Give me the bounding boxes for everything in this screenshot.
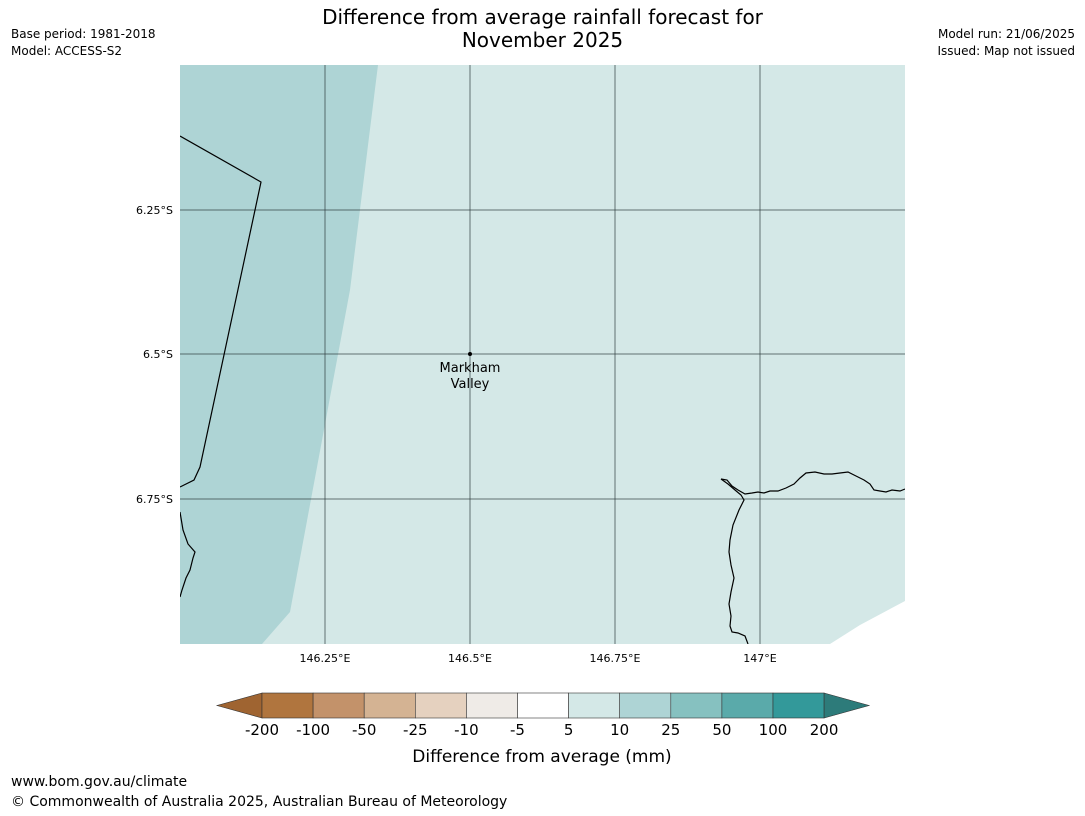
base-period-text: Base period: 1981-2018 xyxy=(11,27,156,41)
colorbar-tick-label: 50 xyxy=(712,721,731,739)
colorbar-tick-label: -10 xyxy=(454,721,479,739)
graticule xyxy=(180,65,905,644)
colorbar-segment xyxy=(517,692,569,719)
colorbar-tick-label: 10 xyxy=(610,721,629,739)
model-run-text: Model run: 21/06/2025 xyxy=(937,27,1075,41)
colorbar-tick-label: 200 xyxy=(810,721,839,739)
boundaries xyxy=(180,135,905,644)
lat-label-6-5s: 6.5°S xyxy=(143,348,173,361)
colorbar xyxy=(215,692,871,719)
model-text: Model: ACCESS-S2 xyxy=(11,44,123,58)
colorbar-tick-label: 100 xyxy=(759,721,788,739)
lat-label-6-25s: 6.25°S xyxy=(136,204,173,217)
lat-labels: 6.25°S 6.5°S 6.75°S xyxy=(136,204,173,506)
place-label-line1: Markham xyxy=(440,361,501,376)
colorbar-ticks: -200 -100 -50 -25 -10 -5 5 10 25 50 100 200 xyxy=(245,721,838,739)
lon-label-146-5e: 146.5°E xyxy=(448,652,492,665)
river-east xyxy=(720,478,749,644)
colorbar-extend-low xyxy=(215,692,263,719)
place-label-line2: Valley xyxy=(451,377,490,392)
colorbar-segment xyxy=(261,692,314,719)
colorbar-label: Difference from average (mm) xyxy=(412,747,671,767)
zone-below-5 xyxy=(830,601,905,644)
colorbar-segment xyxy=(721,692,774,719)
colorbar-tick-label: -25 xyxy=(403,721,428,739)
colorbar-tick-label: -5 xyxy=(510,721,525,739)
footer-copyright: © Commonwealth of Australia 2025, Austra… xyxy=(11,794,508,810)
lat-label-6-75s: 6.75°S xyxy=(136,493,173,506)
colorbar-segment xyxy=(619,692,672,719)
colorbar-tick-label: -50 xyxy=(352,721,377,739)
lon-label-146-75e: 146.75°E xyxy=(590,652,641,665)
map-title: Difference from average rainfall forecas… xyxy=(0,6,1085,52)
colorbar-segment xyxy=(312,692,365,719)
issued-text: Issued: Map not issued xyxy=(937,44,1075,58)
lon-label-147e: 147°E xyxy=(743,652,776,665)
colorbar-segment xyxy=(363,692,416,719)
colorbar-segment xyxy=(568,692,620,719)
colorbar-segment xyxy=(670,692,723,719)
colorbar-segment xyxy=(466,692,518,719)
lon-labels: 146.25°E 146.5°E 146.75°E 147°E xyxy=(300,652,777,665)
colorbar-segment xyxy=(772,692,825,719)
provincial-border xyxy=(180,135,262,488)
colorbar-tick-label: 5 xyxy=(564,721,574,739)
place-marker xyxy=(468,352,472,356)
colorbar-tick-label: -100 xyxy=(296,721,330,739)
meta-left: Base period: 1981-2018 Model: ACCESS-S2 xyxy=(11,26,156,60)
footer-url: www.bom.gov.au/climate xyxy=(11,774,188,790)
map-title-line2: November 2025 xyxy=(461,28,624,52)
colorbar-segment xyxy=(414,692,467,719)
colorbar-tick-label: 25 xyxy=(661,721,680,739)
coastline-west xyxy=(180,511,196,598)
colorbar-tick-label: -200 xyxy=(245,721,279,739)
lon-label-146-25e: 146.25°E xyxy=(300,652,351,665)
map-title-line1: Difference from average rainfall forecas… xyxy=(322,5,763,29)
coastline-east xyxy=(720,471,905,495)
colorbar-extend-high xyxy=(823,692,871,719)
meta-right: Model run: 21/06/2025 Issued: Map not is… xyxy=(937,26,1075,60)
map-area: Markham Valley xyxy=(180,65,905,644)
